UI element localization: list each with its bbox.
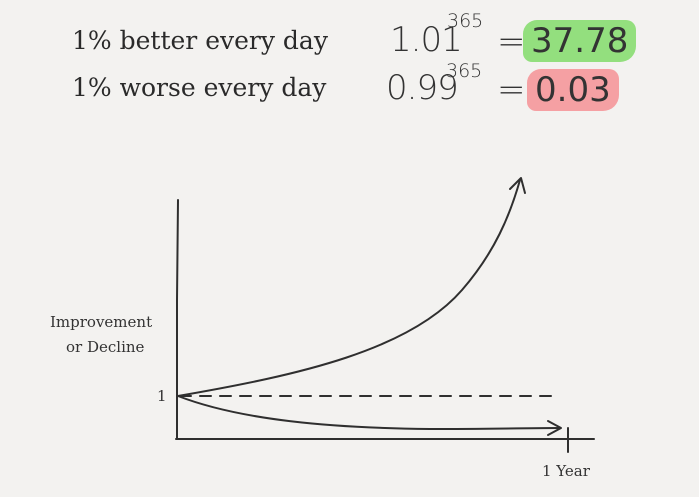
- y-axis-label-second-line: or Decline: [66, 338, 145, 356]
- decline-curve: [177, 395, 561, 430]
- y-axis-label: Improvement: [50, 313, 153, 331]
- better-result-badge: 37.78: [523, 20, 637, 62]
- better-exponent: 365: [447, 10, 484, 32]
- x-axis-tick-label: 1 Year: [542, 462, 590, 480]
- worse-exponent: 365: [446, 60, 483, 82]
- better-equals: =: [497, 22, 526, 62]
- y-axis: [176, 199, 179, 440]
- worse-result-badge: 0.03: [527, 69, 619, 111]
- worse-base: 0.99: [386, 68, 459, 108]
- improvement-arrowhead: [509, 177, 526, 194]
- worse-label: 1% worse every day: [72, 73, 327, 102]
- better-label: 1% better every day: [72, 26, 328, 55]
- decline-arrowhead: [547, 420, 562, 436]
- worse-equals: =: [497, 70, 526, 110]
- y-axis-tick-label: 1: [157, 387, 167, 405]
- better-base: 1.01: [390, 20, 463, 60]
- improvement-curve: [177, 179, 521, 397]
